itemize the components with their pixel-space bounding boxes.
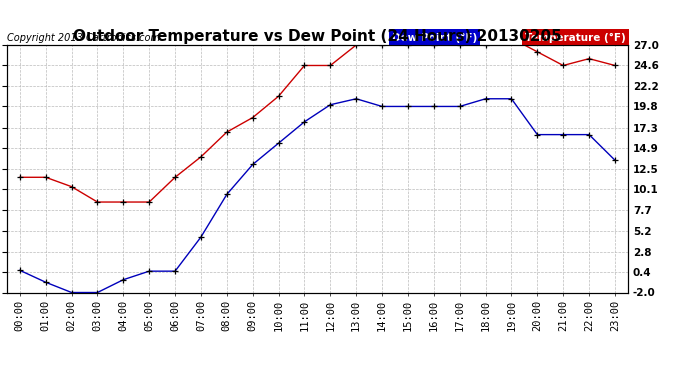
Text: Dew Point (°F): Dew Point (°F) bbox=[392, 33, 477, 42]
Title: Outdoor Temperature vs Dew Point (24 Hours) 20130205: Outdoor Temperature vs Dew Point (24 Hou… bbox=[73, 29, 562, 44]
Text: Copyright 2013 Cartronics.com: Copyright 2013 Cartronics.com bbox=[7, 33, 160, 42]
Text: Temperature (°F): Temperature (°F) bbox=[526, 33, 627, 42]
